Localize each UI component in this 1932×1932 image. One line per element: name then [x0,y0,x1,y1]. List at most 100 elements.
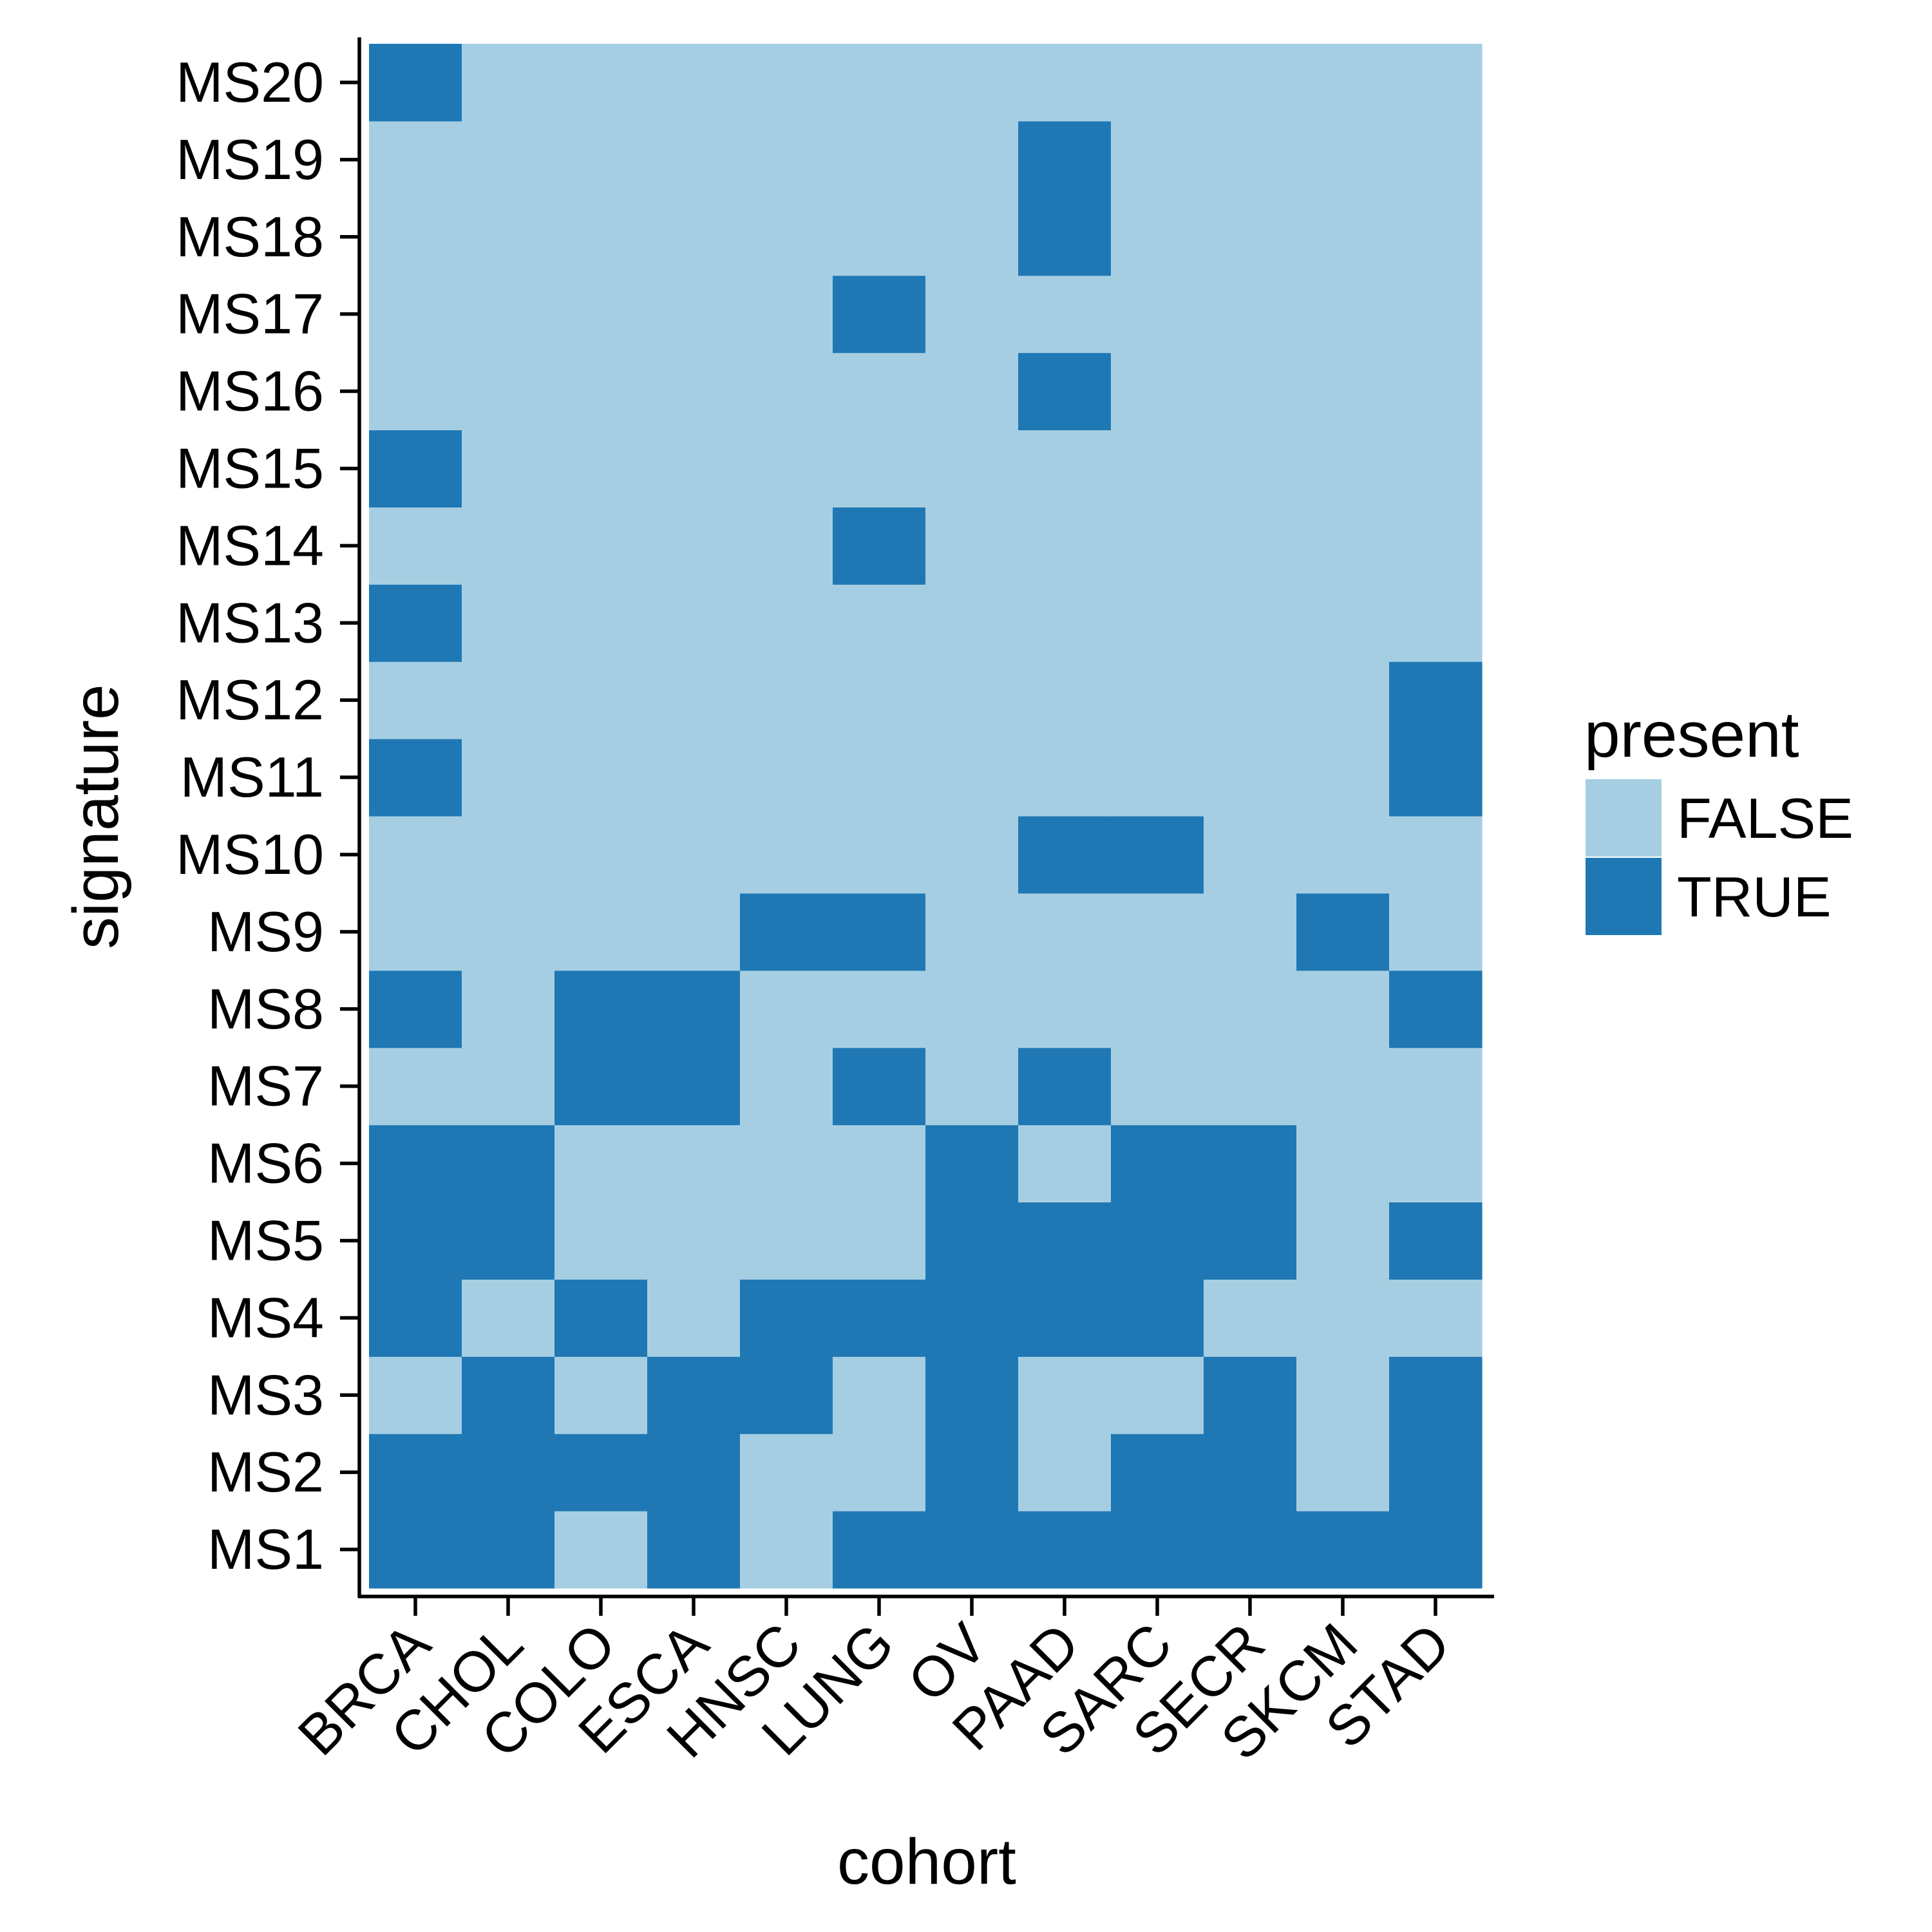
heatmap-cell-ms15-secr [1204,430,1297,507]
heatmap-cell-ms14-skcm [1296,507,1390,585]
heatmap-cell-ms14-stad [1389,507,1482,585]
heatmap-cell-ms6-sarc [1111,1124,1204,1203]
heatmap-cell-ms14-secr [1204,507,1297,585]
heatmap-cell-ms16-colo [554,352,648,431]
heatmap-cell-ms13-sarc [1111,584,1204,662]
heatmap-cell-ms6-ov [925,1124,1019,1203]
heatmap-cell-ms19-lung [833,120,926,199]
heatmap-cell-ms13-stad [1389,584,1482,662]
heatmap-cell-ms14-chol [462,507,555,585]
heatmap-cell-ms16-paad [1018,352,1112,431]
heatmap-cell-ms8-sarc [1111,970,1204,1048]
heatmap-cell-ms1-secr [1204,1511,1297,1589]
y-tick-label: MS3 [207,1363,324,1426]
heatmap-cell-ms13-colo [554,584,648,662]
heatmap-cell-ms5-skcm [1296,1202,1390,1280]
heatmap-cell-ms8-hnsc [740,970,833,1048]
heatmap-cell-ms12-brca [369,661,462,739]
heatmap-cell-ms13-esca [647,584,741,662]
heatmap-cell-ms2-hnsc [740,1434,833,1511]
legend-key-false [1586,779,1662,857]
heatmap-cell-ms12-ov [925,661,1019,739]
heatmap-cell-ms15-stad [1389,430,1482,507]
heatmap-cell-ms11-ov [925,739,1019,817]
y-tick-label: MS19 [176,128,324,191]
y-tick-label: MS2 [207,1440,324,1504]
heatmap-cell-ms10-chol [462,816,555,894]
heatmap-cell-ms17-colo [554,275,648,354]
heatmap-cell-ms3-colo [554,1356,648,1434]
heatmap-cell-ms2-paad [1018,1434,1112,1511]
heatmap-cell-ms20-esca [647,44,741,122]
heatmap-cell-ms1-hnsc [740,1511,833,1589]
heatmap-cell-ms9-secr [1204,893,1297,971]
heatmap-cell-ms13-hnsc [740,584,833,662]
heatmap-cell-ms6-skcm [1296,1124,1390,1203]
heatmap-cell-ms8-colo [554,970,648,1048]
heatmap-cell-ms5-ov [925,1202,1019,1280]
heatmap-cell-ms8-paad [1018,970,1112,1048]
heatmap-cell-ms18-stad [1389,198,1482,276]
heatmap-cell-ms5-secr [1204,1202,1297,1280]
heatmap-cell-ms3-esca [647,1356,741,1434]
heatmap-cell-ms6-hnsc [740,1124,833,1203]
heatmap-cell-ms4-colo [554,1279,648,1357]
heatmap-cell-ms5-brca [369,1202,462,1280]
heatmap-cell-ms7-brca [369,1047,462,1126]
y-ticks: MS1 MS2 MS3 MS4 MS5 MS6 MS7 MS8 MS9 MS10 MS11 MS12 M… [176,50,359,1581]
heatmap-cell-ms3-chol [462,1356,555,1434]
y-tick-label: MS16 [176,359,324,423]
heatmap-cell-ms7-chol [462,1047,555,1126]
heatmap-cell-ms18-chol [462,198,555,276]
heatmap-cell-ms16-esca [647,352,741,431]
heatmap-cell-ms20-brca [369,44,462,122]
y-tick-label: MS15 [176,436,324,500]
heatmap-cell-ms14-colo [554,507,648,585]
heatmap-cell-ms15-hnsc [740,430,833,507]
heatmap-cell-ms3-skcm [1296,1356,1390,1434]
heatmap-cell-ms9-brca [369,893,462,971]
heatmap-cell-ms19-skcm [1296,120,1390,199]
heatmap-cell-ms13-lung [833,584,926,662]
heatmap-cell-ms10-sarc [1111,816,1204,894]
y-tick-label: MS9 [207,900,324,963]
heatmap-cell-ms11-chol [462,739,555,817]
heatmap-cell-ms6-esca [647,1124,741,1203]
heatmap-cell-ms10-hnsc [740,816,833,894]
y-tick-label: MS4 [207,1285,324,1349]
x-axis-title: cohort [837,1826,1016,1898]
heatmap-cell-ms5-lung [833,1202,926,1280]
heatmap-cell-ms11-brca [369,739,462,817]
heatmap-cell-ms16-ov [925,352,1019,431]
heatmap-cell-ms6-stad [1389,1124,1482,1203]
heatmap-cell-ms11-secr [1204,739,1297,817]
heatmap-cell-ms7-lung [833,1047,926,1126]
y-tick-label: MS5 [207,1208,324,1272]
heatmap-cell-ms17-ov [925,275,1019,354]
heatmap-cell-ms9-paad [1018,893,1112,971]
heatmap-cell-ms9-esca [647,893,741,971]
heatmap-cell-ms16-brca [369,352,462,431]
heatmap-cell-ms9-colo [554,893,648,971]
heatmap-cell-ms5-chol [462,1202,555,1280]
heatmap-cell-ms10-ov [925,816,1019,894]
heatmap-cell-ms5-hnsc [740,1202,833,1280]
heatmap-cell-ms20-colo [554,44,648,122]
heatmap-cell-ms7-skcm [1296,1047,1390,1126]
heatmap-cell-ms14-sarc [1111,507,1204,585]
heatmap-cell-ms2-secr [1204,1434,1297,1511]
y-tick-label: MS13 [176,591,324,654]
heatmap-cell-ms8-esca [647,970,741,1048]
heatmap-cell-ms19-brca [369,120,462,199]
heatmap-cell-ms12-secr [1204,661,1297,739]
heatmap-cell-ms15-ov [925,430,1019,507]
heatmap-cell-ms8-skcm [1296,970,1390,1048]
y-tick-label: MS8 [207,977,324,1041]
heatmap-cell-ms9-skcm [1296,893,1390,971]
heatmap-cell-ms8-brca [369,970,462,1048]
heatmap-cell-ms16-stad [1389,352,1482,431]
heatmap-cell-ms12-stad [1389,661,1482,739]
heatmap-cell-ms15-colo [554,430,648,507]
heatmap-cell-ms19-secr [1204,120,1297,199]
